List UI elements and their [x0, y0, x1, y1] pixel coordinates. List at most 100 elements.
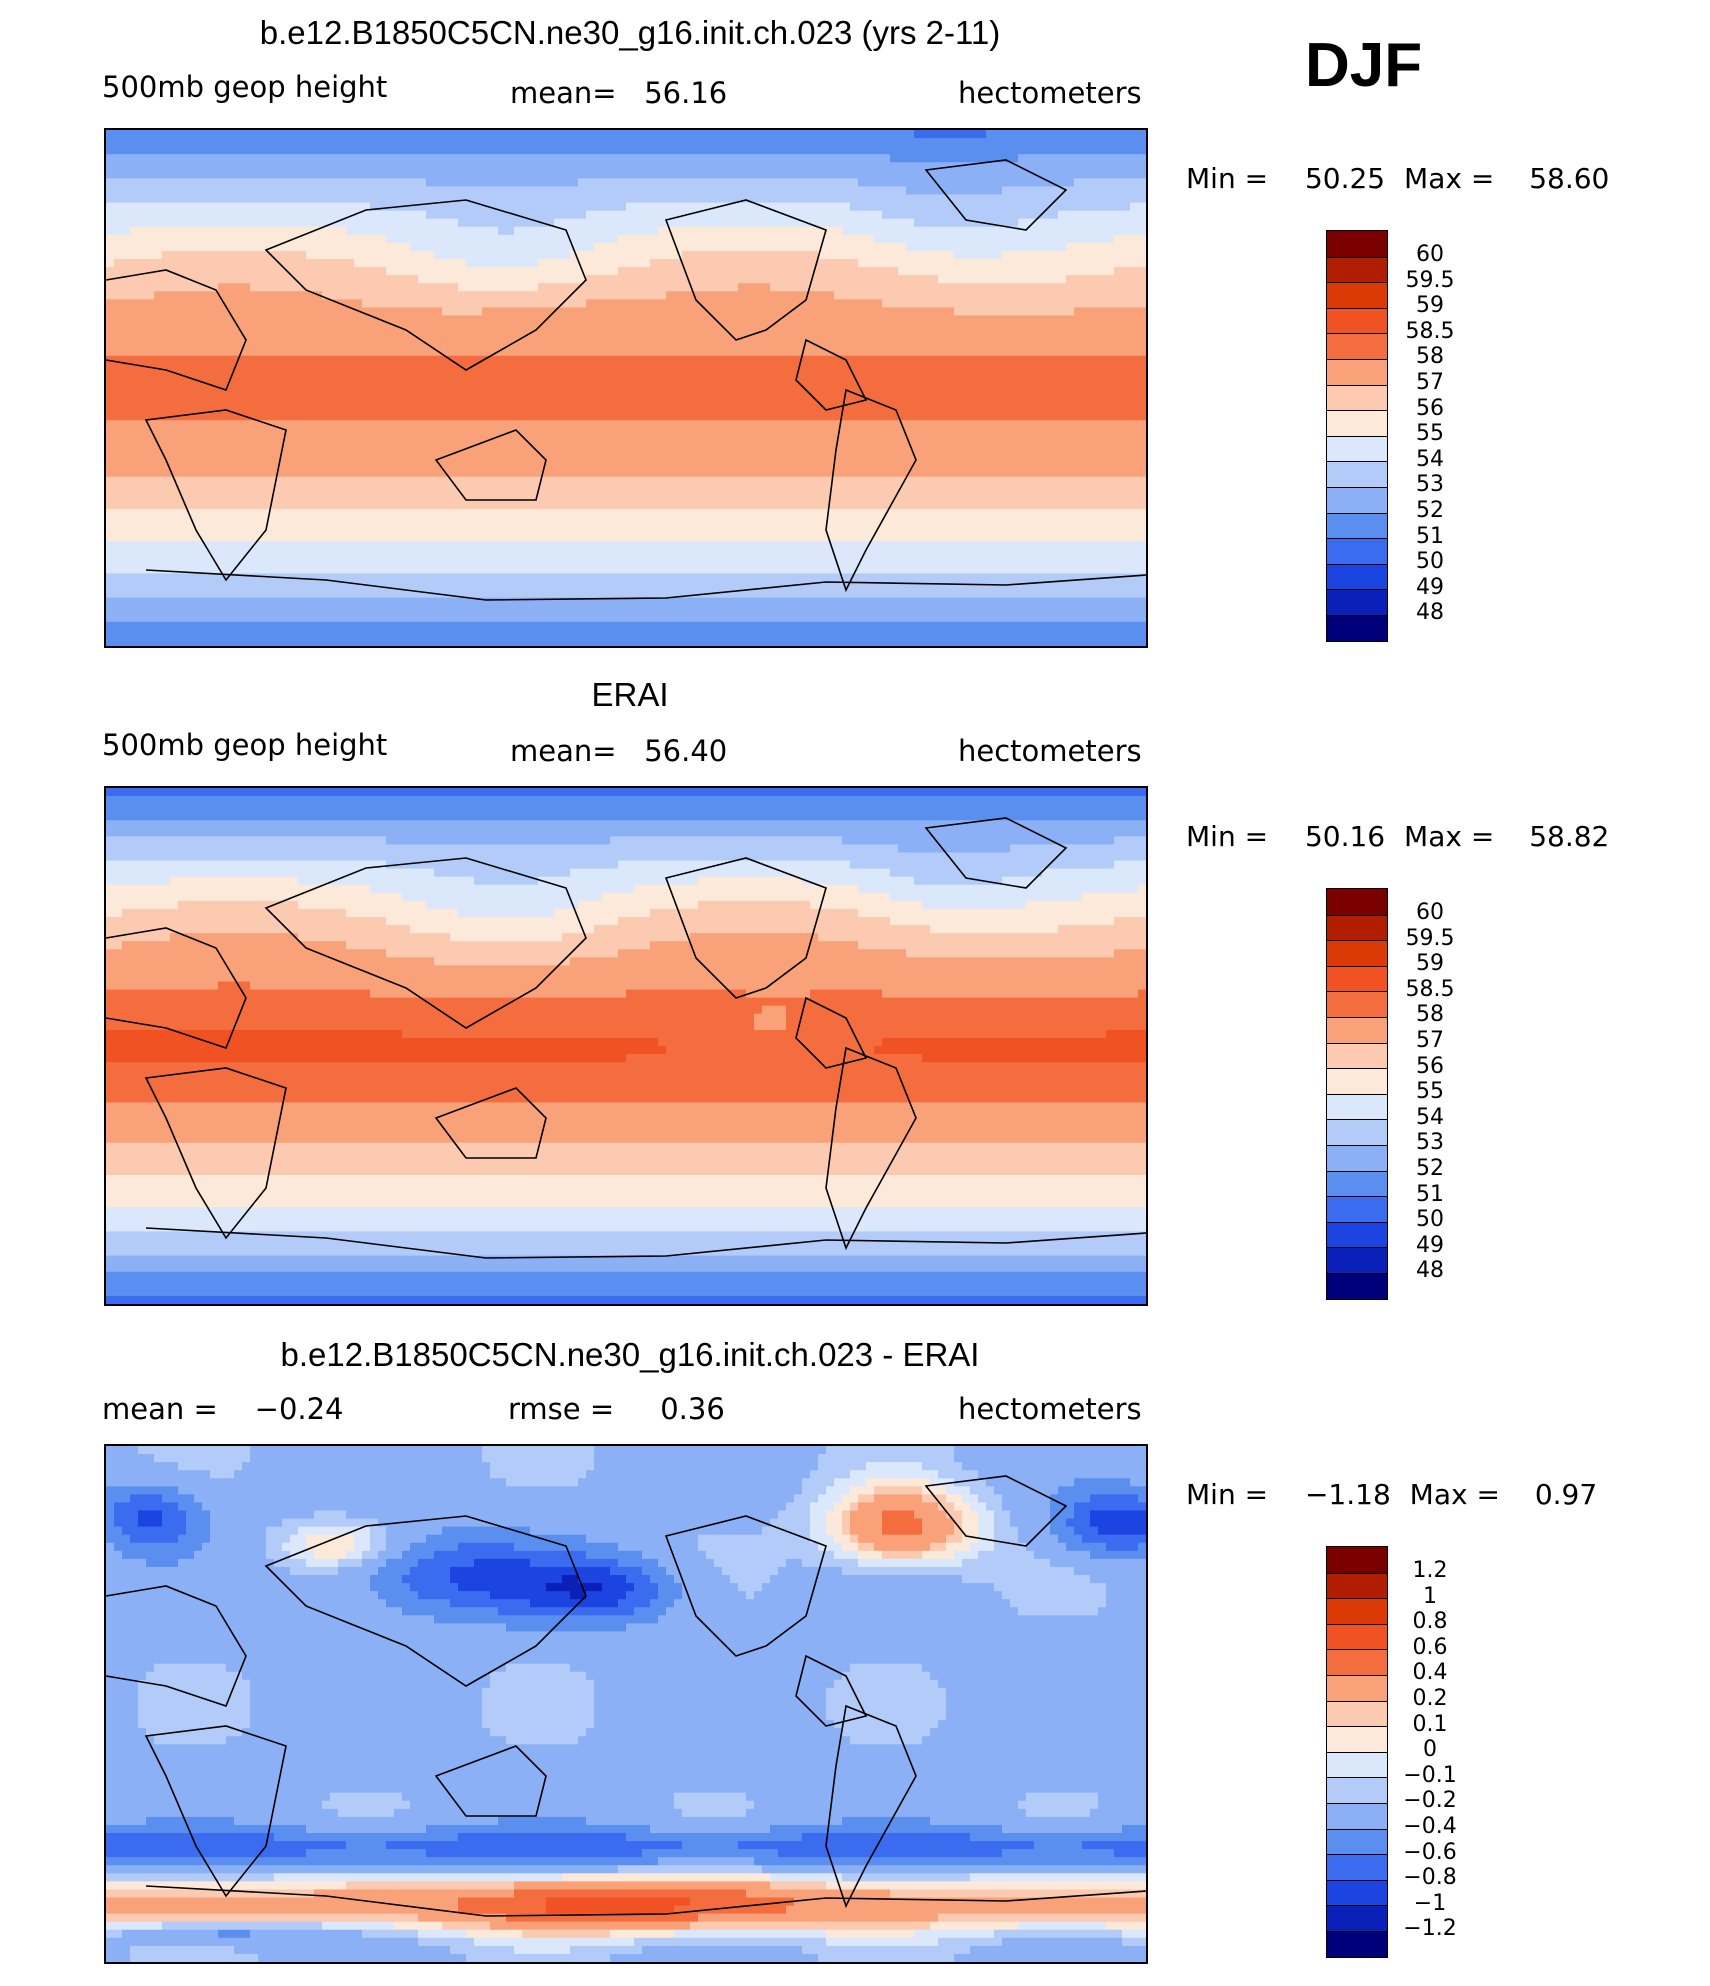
field-cell	[842, 404, 851, 413]
field-cell	[946, 267, 955, 276]
field-cell	[506, 371, 515, 381]
field-cell	[1002, 226, 1011, 236]
field-cell	[842, 218, 851, 228]
field-cell	[570, 363, 579, 373]
field-cell	[994, 242, 1003, 252]
field-cell	[290, 130, 299, 139]
field-cell	[386, 347, 395, 357]
field-cell	[1114, 299, 1123, 308]
field-cell	[706, 138, 715, 147]
field-cell	[674, 178, 683, 188]
field-cell	[722, 154, 731, 163]
field-cell	[106, 283, 115, 292]
field-cell	[834, 331, 843, 341]
field-cell	[138, 339, 147, 349]
field-cell	[474, 331, 483, 341]
field-cell	[1002, 291, 1011, 300]
field-cell	[946, 363, 955, 373]
field-cell	[306, 355, 315, 365]
field-cell	[458, 388, 467, 397]
field-cell	[314, 355, 323, 365]
field-cell	[1090, 371, 1099, 381]
field-cell	[834, 250, 843, 260]
field-cell	[618, 275, 627, 284]
field-cell	[1130, 267, 1139, 276]
field-cell	[794, 267, 803, 276]
field-cell	[818, 396, 827, 405]
field-cell	[826, 234, 835, 244]
field-cell	[994, 323, 1003, 333]
field-cell	[210, 194, 219, 204]
field-cell	[226, 186, 235, 196]
field-cell	[778, 210, 787, 220]
field-cell	[994, 275, 1003, 284]
field-cell	[362, 307, 371, 317]
field-cell	[898, 307, 907, 317]
field-cell	[826, 170, 835, 179]
field-cell	[650, 363, 659, 373]
field-cell	[258, 323, 267, 333]
field-cell	[370, 363, 379, 373]
field-cell	[794, 283, 803, 292]
field-cell	[666, 396, 675, 405]
field-cell	[218, 363, 227, 373]
field-cell	[338, 194, 347, 204]
field-cell	[250, 436, 259, 446]
field-cell	[938, 420, 947, 429]
field-cell	[578, 146, 587, 155]
field-cell	[786, 275, 795, 284]
field-cell	[578, 388, 587, 397]
field-cell	[634, 291, 643, 300]
field-cell	[346, 307, 355, 317]
field-cell	[202, 388, 211, 397]
field-cell	[834, 234, 843, 244]
field-cell	[978, 315, 987, 325]
field-cell	[1018, 138, 1027, 147]
field-cell	[298, 331, 307, 341]
field-cell	[1042, 194, 1051, 204]
field-cell	[538, 242, 547, 252]
field-cell	[762, 162, 771, 171]
field-cell	[1042, 226, 1051, 236]
field-cell	[282, 162, 291, 171]
field-cell	[202, 428, 211, 437]
field-cell	[594, 291, 603, 300]
field-cell	[322, 154, 331, 163]
field-cell	[170, 130, 179, 139]
field-cell	[962, 299, 971, 308]
field-cell	[946, 250, 955, 260]
field-cell	[746, 170, 755, 179]
field-cell	[706, 283, 715, 292]
field-cell	[1106, 154, 1115, 163]
field-cell	[754, 154, 763, 163]
field-cell	[842, 194, 851, 204]
field-cell	[810, 259, 819, 268]
field-cell	[138, 259, 147, 268]
field-cell	[522, 259, 531, 268]
field-cell	[602, 275, 611, 284]
field-cell	[874, 315, 883, 325]
field-cell	[170, 436, 179, 446]
field-cell	[490, 146, 499, 155]
field-cell	[250, 388, 259, 397]
field-cell	[610, 323, 619, 333]
field-cell	[370, 371, 379, 381]
field-cell	[730, 210, 739, 220]
field-cell	[154, 186, 163, 196]
field-cell	[522, 275, 531, 284]
field-cell	[826, 259, 835, 268]
field-cell	[130, 234, 139, 244]
field-cell	[1098, 242, 1107, 252]
field-cell	[578, 283, 587, 292]
field-cell	[970, 404, 979, 413]
field-cell	[466, 178, 475, 188]
field-cell	[106, 154, 115, 163]
field-cell	[714, 242, 723, 252]
field-cell	[970, 331, 979, 341]
field-cell	[202, 323, 211, 333]
field-cell	[866, 339, 875, 349]
field-cell	[458, 379, 467, 389]
field-cell	[786, 178, 795, 188]
field-cell	[346, 154, 355, 163]
field-cell	[226, 436, 235, 446]
